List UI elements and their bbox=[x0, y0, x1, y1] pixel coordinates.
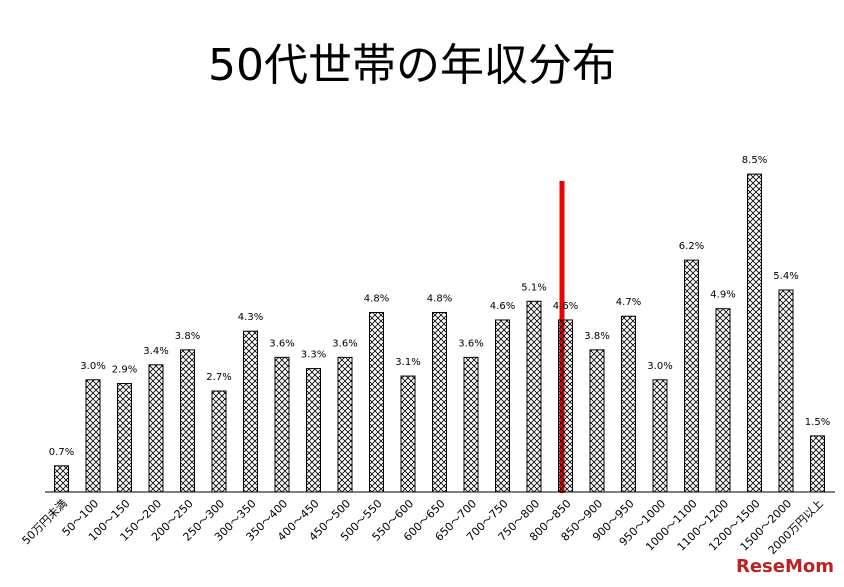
bar bbox=[148, 364, 164, 493]
bar bbox=[715, 308, 731, 493]
bar bbox=[747, 173, 762, 493]
value-label: 6.2% bbox=[679, 241, 704, 252]
bar bbox=[621, 315, 636, 493]
bar bbox=[558, 319, 573, 493]
value-label: 4.9% bbox=[710, 290, 735, 301]
bar bbox=[652, 379, 668, 493]
value-label: 8.5% bbox=[742, 155, 767, 166]
bar bbox=[54, 465, 69, 493]
value-label: 4.8% bbox=[427, 293, 452, 304]
bar bbox=[526, 300, 542, 493]
bar bbox=[463, 356, 479, 493]
value-label: 2.7% bbox=[206, 372, 231, 383]
value-label: 3.0% bbox=[647, 361, 672, 372]
bar bbox=[778, 289, 794, 493]
value-label: 3.8% bbox=[175, 331, 200, 342]
bar bbox=[180, 349, 195, 493]
bar bbox=[810, 435, 825, 493]
watermark: ReseMom bbox=[736, 556, 834, 577]
value-label: 1.5% bbox=[805, 417, 830, 428]
bar bbox=[369, 311, 384, 493]
value-label: 3.6% bbox=[269, 338, 294, 349]
value-label: 3.1% bbox=[395, 357, 420, 368]
bar bbox=[274, 356, 290, 493]
chart-title: 50代世帯の年収分布 bbox=[208, 40, 616, 91]
bar bbox=[589, 349, 605, 493]
bar bbox=[684, 259, 699, 493]
bar bbox=[495, 319, 510, 493]
value-label: 4.8% bbox=[364, 293, 389, 304]
value-label: 2.9% bbox=[112, 365, 137, 376]
value-label: 4.3% bbox=[238, 312, 263, 323]
bar bbox=[306, 368, 321, 493]
value-label: 4.6% bbox=[553, 301, 578, 312]
bar bbox=[400, 375, 416, 493]
value-label: 4.7% bbox=[616, 297, 641, 308]
value-label: 3.6% bbox=[332, 338, 357, 349]
value-label: 3.6% bbox=[458, 338, 483, 349]
x-tick-label: 50万円未満 bbox=[20, 497, 70, 547]
value-label: 3.4% bbox=[143, 346, 168, 357]
bar bbox=[117, 383, 132, 493]
bar bbox=[243, 330, 258, 493]
value-label: 4.6% bbox=[490, 301, 515, 312]
value-label: 3.8% bbox=[584, 331, 609, 342]
value-label: 3.0% bbox=[80, 361, 105, 372]
bar bbox=[337, 356, 353, 493]
bar bbox=[432, 311, 447, 493]
value-label: 0.7% bbox=[49, 447, 74, 458]
bar bbox=[211, 390, 227, 493]
bar bbox=[85, 379, 101, 493]
value-label: 5.4% bbox=[773, 271, 798, 282]
value-label: 5.1% bbox=[521, 282, 546, 293]
value-label: 3.3% bbox=[301, 350, 326, 361]
